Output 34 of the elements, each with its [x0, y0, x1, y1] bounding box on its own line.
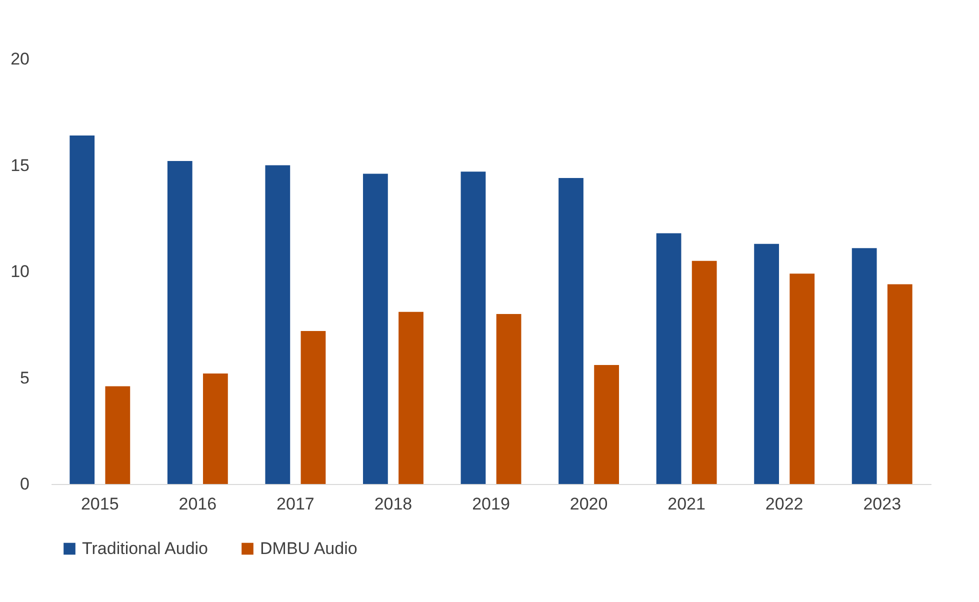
bar [460, 172, 486, 484]
x-tick-label: 2017 [276, 494, 314, 514]
bar [203, 374, 228, 484]
x-tick-label: 2023 [863, 494, 902, 514]
y-tick-label: 15 [10, 156, 30, 175]
bar [656, 233, 682, 484]
bar [363, 174, 388, 484]
x-tick-label: 2022 [765, 494, 804, 514]
legend-label: DMBU Audio [260, 538, 358, 558]
x-tick-label: 2020 [570, 494, 608, 514]
bar [167, 161, 192, 484]
x-tick-label: 2016 [178, 494, 217, 514]
bar [300, 331, 326, 484]
bar [594, 365, 619, 484]
bar [558, 178, 584, 484]
bar [692, 260, 717, 484]
bar [70, 136, 95, 484]
y-tick-label: 20 [10, 50, 30, 68]
bar [105, 386, 130, 484]
x-tick-label: 2015 [80, 494, 119, 514]
bar [852, 248, 877, 484]
bar [265, 165, 290, 484]
legend-label: Traditional Audio [82, 538, 208, 558]
x-tick-label: 2018 [374, 494, 412, 514]
y-tick-label: 0 [20, 474, 30, 494]
bar [754, 244, 779, 484]
bar [496, 314, 522, 484]
y-tick-label: 5 [20, 368, 30, 388]
bar [887, 284, 912, 484]
bar [790, 274, 815, 484]
x-tick-label: 2021 [668, 494, 706, 514]
y-tick-label: 10 [10, 262, 30, 281]
x-tick-label: 2019 [472, 494, 510, 514]
bar [398, 312, 424, 484]
